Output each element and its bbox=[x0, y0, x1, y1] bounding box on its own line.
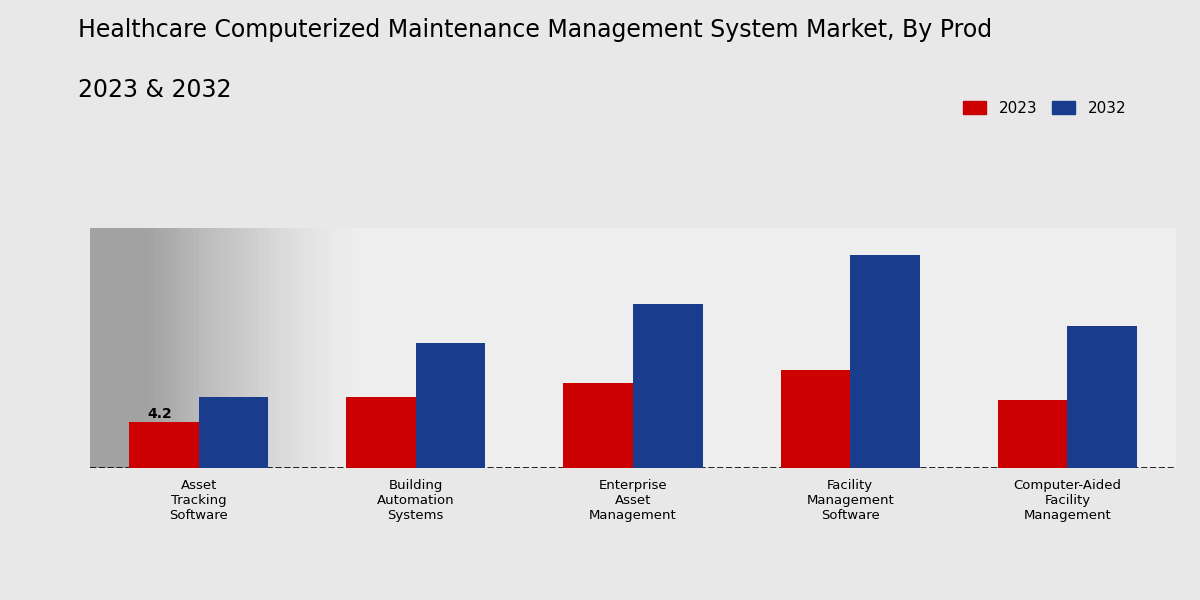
Text: 2023 & 2032: 2023 & 2032 bbox=[78, 78, 232, 102]
Bar bbox=[130, 422, 199, 468]
Bar bbox=[564, 383, 634, 468]
Bar bbox=[199, 397, 268, 468]
Text: Healthcare Computerized Maintenance Management System Market, By Prod: Healthcare Computerized Maintenance Mana… bbox=[78, 18, 992, 42]
Text: 4.2: 4.2 bbox=[148, 407, 172, 421]
Bar bbox=[416, 343, 485, 468]
Bar bbox=[998, 400, 1068, 468]
Bar bbox=[851, 255, 919, 468]
Bar bbox=[781, 370, 851, 468]
Bar bbox=[347, 397, 416, 468]
Bar bbox=[634, 304, 702, 468]
Bar bbox=[1068, 326, 1136, 468]
Legend: 2023, 2032: 2023, 2032 bbox=[958, 95, 1133, 122]
